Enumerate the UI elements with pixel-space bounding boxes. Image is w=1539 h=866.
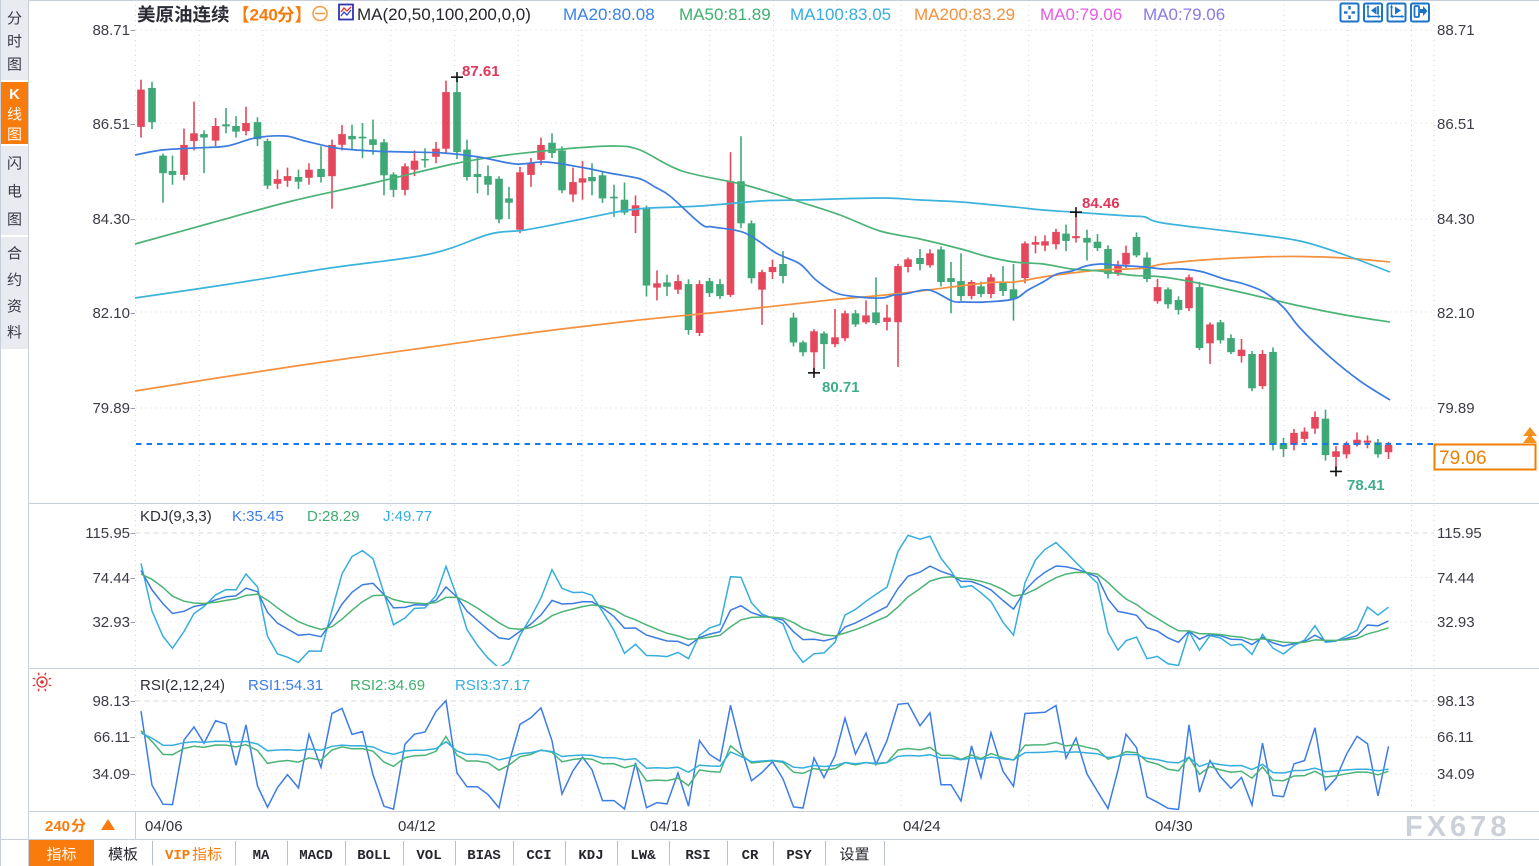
svg-text:04/24: 04/24 bbox=[903, 818, 941, 835]
svg-text:VOL: VOL bbox=[416, 848, 441, 864]
svg-text:88.71: 88.71 bbox=[92, 22, 130, 39]
svg-text:MA50:81.89: MA50:81.89 bbox=[679, 5, 771, 24]
svg-text:82.10: 82.10 bbox=[92, 305, 130, 322]
svg-text:KDJ: KDJ bbox=[578, 848, 603, 864]
svg-text:86.51: 86.51 bbox=[92, 116, 130, 133]
svg-text:86.51: 86.51 bbox=[1437, 116, 1475, 133]
svg-text:MA200:83.29: MA200:83.29 bbox=[914, 5, 1015, 24]
svg-text:PSY: PSY bbox=[786, 848, 812, 864]
svg-text:04/12: 04/12 bbox=[398, 818, 436, 835]
svg-text:MA100:83.05: MA100:83.05 bbox=[790, 5, 891, 24]
svg-text:K:35.45: K:35.45 bbox=[232, 508, 284, 525]
svg-text:04/30: 04/30 bbox=[1155, 818, 1193, 835]
svg-text:RSI1:54.31: RSI1:54.31 bbox=[248, 677, 323, 694]
svg-text:CR: CR bbox=[742, 848, 759, 864]
svg-text:RSI(2,12,24): RSI(2,12,24) bbox=[140, 677, 225, 694]
svg-text:D:28.29: D:28.29 bbox=[307, 508, 360, 525]
svg-text:32.93: 32.93 bbox=[1437, 614, 1475, 631]
svg-text:MA0:79.06: MA0:79.06 bbox=[1040, 5, 1122, 24]
svg-text:79.89: 79.89 bbox=[92, 400, 130, 417]
svg-text:MACD: MACD bbox=[299, 848, 333, 864]
svg-text:LW&: LW& bbox=[630, 848, 656, 864]
svg-text:32.93: 32.93 bbox=[92, 614, 130, 631]
svg-text:84.30: 84.30 bbox=[1437, 211, 1475, 228]
svg-text:66.11: 66.11 bbox=[94, 729, 130, 746]
svg-text:K: K bbox=[9, 86, 20, 103]
svg-text:74.44: 74.44 bbox=[92, 570, 130, 587]
svg-text:MA20:80.08: MA20:80.08 bbox=[563, 5, 655, 24]
svg-text:KDJ(9,3,3): KDJ(9,3,3) bbox=[140, 508, 212, 525]
svg-text:74.44: 74.44 bbox=[1437, 570, 1475, 587]
svg-text:115.95: 115.95 bbox=[1437, 525, 1482, 542]
svg-text:80.71: 80.71 bbox=[822, 379, 860, 396]
svg-text:RSI2:34.69: RSI2:34.69 bbox=[350, 677, 425, 694]
svg-text:78.41: 78.41 bbox=[1347, 477, 1385, 494]
svg-text:04/18: 04/18 bbox=[650, 818, 688, 835]
svg-text:84.30: 84.30 bbox=[92, 211, 130, 228]
svg-text:MA0:79.06: MA0:79.06 bbox=[1143, 5, 1225, 24]
svg-text:RSI: RSI bbox=[685, 848, 710, 864]
svg-text:BIAS: BIAS bbox=[467, 848, 501, 864]
svg-text:79.89: 79.89 bbox=[1437, 400, 1475, 417]
svg-text:240: 240 bbox=[250, 6, 278, 25]
svg-text:84.46: 84.46 bbox=[1082, 195, 1120, 212]
svg-text:98.13: 98.13 bbox=[1437, 693, 1475, 710]
svg-text:240: 240 bbox=[45, 818, 70, 835]
svg-text:FX678: FX678 bbox=[1405, 811, 1510, 843]
svg-text:RSI3:37.17: RSI3:37.17 bbox=[455, 677, 530, 694]
svg-text:98.13: 98.13 bbox=[92, 693, 130, 710]
svg-text:J:49.77: J:49.77 bbox=[383, 508, 432, 525]
svg-text:79.06: 79.06 bbox=[1439, 448, 1487, 469]
svg-text:34.09: 34.09 bbox=[1437, 766, 1475, 783]
svg-text:88.71: 88.71 bbox=[1437, 22, 1475, 39]
svg-text:34.09: 34.09 bbox=[92, 766, 130, 783]
svg-text:VIP: VIP bbox=[165, 848, 190, 864]
svg-text:MA: MA bbox=[253, 848, 270, 864]
svg-text:87.61: 87.61 bbox=[462, 63, 500, 80]
svg-text:115.95: 115.95 bbox=[85, 525, 130, 542]
svg-text:BOLL: BOLL bbox=[357, 848, 391, 864]
svg-text:82.10: 82.10 bbox=[1437, 305, 1475, 322]
svg-text:CCI: CCI bbox=[526, 848, 551, 864]
svg-text:04/06: 04/06 bbox=[145, 818, 183, 835]
svg-text:MA(20,50,100,200,0,0): MA(20,50,100,200,0,0) bbox=[357, 5, 531, 24]
svg-text:66.11: 66.11 bbox=[1437, 729, 1473, 746]
